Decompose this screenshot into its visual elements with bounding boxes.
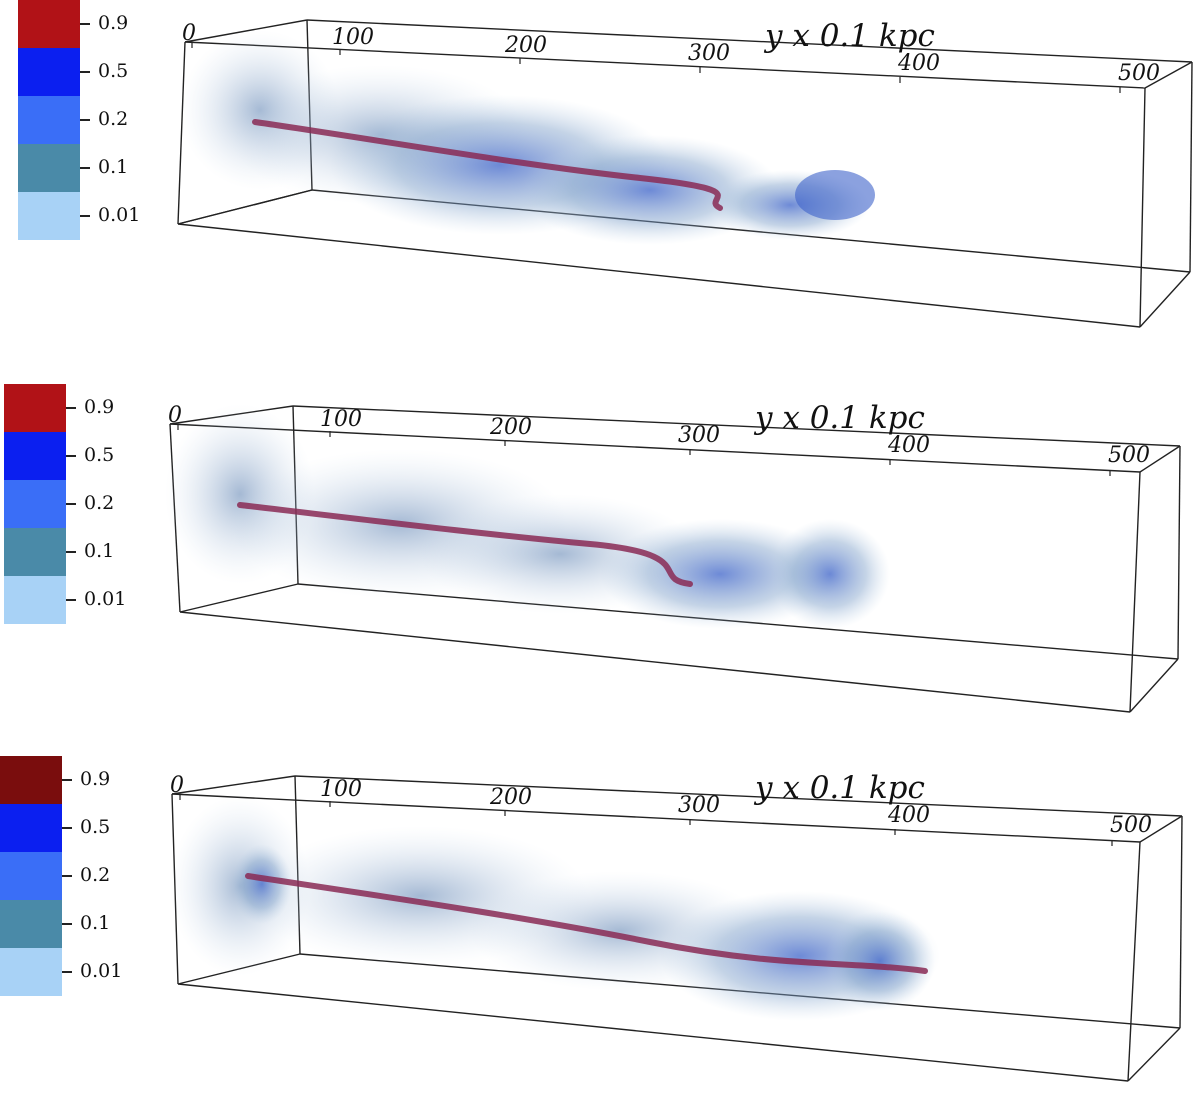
legend-swatch [4,384,66,432]
legend-tick [66,551,76,553]
legend-label: 0.01 [80,960,123,982]
axis-tick-label: 0 [168,403,182,428]
legend-tick [80,71,90,73]
axis-tick-label: 200 [489,415,532,440]
legend-label: 0.1 [98,156,129,178]
legend-label: 0.5 [80,816,111,838]
legend-swatch [0,948,62,996]
legend-label: 0.9 [80,768,111,790]
gas-cloud [170,796,940,1021]
axis-tick-label: 400 [887,433,930,458]
legend-tick [80,167,90,169]
axis-ticks-marks [191,42,1121,93]
legend-label: 0.2 [98,108,129,130]
legend-tick [66,599,76,601]
legend-swatch [0,852,62,900]
axis-tick-label: 0 [182,21,196,46]
legend-swatch [18,0,80,48]
legend-swatch [0,804,62,852]
axis-tick-label: 0 [170,773,184,798]
gas-cloud [180,30,875,245]
legend-tick [80,23,90,25]
legend-tick [66,407,76,409]
legend-label: 0.2 [80,864,111,886]
legend-tick [62,971,72,973]
axis-tick-label: 500 [1110,813,1152,838]
axis-tick-label: 200 [489,785,532,810]
legend-tick [62,923,72,925]
axis-ticks-marks [179,794,1113,846]
legend-tick [80,215,90,217]
legend-label: 0.01 [84,588,127,610]
axis-tick-label: 200 [504,33,547,58]
legend-tick [66,455,76,457]
axis-tick-label: 100 [332,25,374,50]
legend-swatch [4,480,66,528]
legend-swatch [18,96,80,144]
jet-core [252,119,723,211]
axis-tick-label: 100 [320,407,362,432]
axis-tick-label: 300 [688,41,730,66]
jet-core [237,502,693,587]
axis-title: y x 0.1 kpc [753,770,925,806]
legend-label: 0.9 [98,12,129,34]
volume-render-scene: y x 0.1 kpc 0 100 200 300 400 500 [170,770,1183,1082]
legend-label: 0.5 [84,444,115,466]
axis-title: y x 0.1 kpc [763,18,935,54]
legend-swatch [4,576,66,624]
colorbar-legend: 0.9 0.5 0.2 0.1 0.01 [0,384,200,634]
axis-ticks-marks [177,424,1111,476]
legend-label: 0.1 [80,912,111,934]
axis-tick-label: 300 [678,793,720,818]
axis-tick-label: 400 [887,803,930,828]
panel-3: 0.9 0.5 0.2 0.1 0.01 [0,756,1200,1106]
legend-tick [62,827,72,829]
volume-render-scene: y x 0.1 kpc 0 100 200 300 400 500 [165,400,1181,713]
axis-tick-label: 400 [897,51,940,76]
legend-tick [62,875,72,877]
legend-swatch [18,192,80,240]
panel-2: 0.9 0.5 0.2 0.1 0.01 [0,384,1200,734]
legend-label: 0.9 [84,396,115,418]
volume-render-scene: y x 0.1 kpc 0 100 200 300 400 500 [177,18,1193,328]
legend-swatch [4,528,66,576]
legend-label: 0.5 [98,60,129,82]
legend-label: 0.2 [84,492,115,514]
legend-label: 0.01 [98,204,141,226]
legend-swatch [0,900,62,948]
axis-tick-label: 100 [320,777,362,802]
legend-tick [62,779,72,781]
axis-tick-label: 300 [678,423,720,448]
legend-swatch [4,432,66,480]
axis-tick-label: 500 [1118,61,1160,86]
gas-cloud [165,404,890,629]
legend-swatch [0,756,62,804]
axis-title: y x 0.1 kpc [753,400,925,436]
colorbar-legend: 0.9 0.5 0.2 0.1 0.01 [0,0,200,250]
jet-core [245,873,928,974]
legend-tick [80,119,90,121]
legend-label: 0.1 [84,540,115,562]
colorbar-legend: 0.9 0.5 0.2 0.1 0.01 [0,756,200,1006]
legend-swatch [18,144,80,192]
legend-tick [66,503,76,505]
panel-1: 0.9 0.5 0.2 0.1 0.01 [0,0,1200,350]
legend-swatch [18,48,80,96]
axis-tick-label: 500 [1108,443,1150,468]
